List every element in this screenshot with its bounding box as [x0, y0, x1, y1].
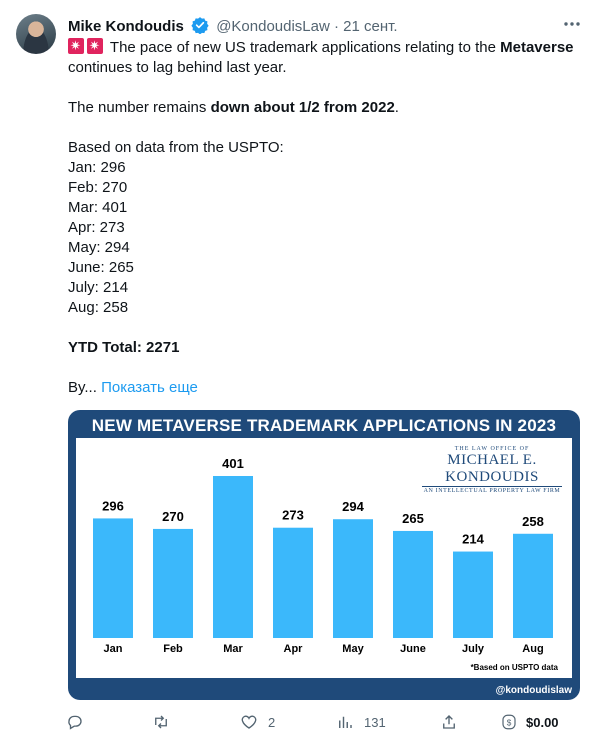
month-line: May: 294 — [68, 239, 130, 256]
month-line: Aug: 258 — [68, 299, 129, 316]
show-more-link[interactable]: Показать еще — [101, 379, 198, 396]
ytd-total: YTD Total: 2271 — [68, 339, 180, 356]
remains-end: . — [394, 99, 399, 116]
avatar[interactable] — [16, 14, 56, 54]
tweet-date[interactable]: 21 сент. — [343, 18, 398, 35]
media-image[interactable]: NEW METAVERSE TRADEMARK APPLICATIONS IN … — [68, 410, 580, 700]
bar-jan — [93, 518, 133, 638]
bar-chart: 296 Jan 270 Feb 401 Mar 273 Apr 294 May 265 June 214… — [93, 456, 553, 655]
law-office-logo: THE LAW OFFICE OF MICHAEL E. KONDOUDIS A… — [412, 446, 572, 494]
category-label: May — [342, 643, 364, 655]
intro-bold: Metaverse — [500, 39, 574, 56]
retweet-icon — [155, 715, 167, 729]
bar-july — [453, 551, 493, 638]
category-label: Apr — [284, 643, 304, 655]
category-label: Mar — [223, 643, 243, 655]
source-line: Based on data from the USPTO: — [68, 139, 284, 156]
svg-text:$: $ — [507, 718, 512, 727]
month-line: June: 265 — [68, 259, 134, 276]
category-label: July — [462, 643, 485, 655]
share-button[interactable] — [440, 708, 468, 736]
dollar-icon: $ — [502, 714, 516, 730]
logo-name-text: MICHAEL E. KONDOUDIS — [445, 452, 539, 485]
bar-apr — [273, 527, 313, 638]
tweet-header: Mike Kondoudis @KondoudisLaw · 21 сент. — [68, 16, 398, 37]
alert-emoji-icon — [68, 36, 84, 56]
reply-button[interactable] — [66, 708, 94, 736]
views-count: 131 — [364, 714, 386, 730]
month-line: July: 214 — [68, 279, 129, 296]
truncated-text: By... — [68, 379, 97, 396]
bar-value-label: 265 — [402, 511, 424, 526]
bar-aug — [513, 533, 553, 638]
card-handle: @kondoudislaw — [495, 685, 572, 696]
intro-end: continues to lag behind last year. — [68, 59, 287, 76]
like-count: 2 — [268, 714, 276, 730]
bar-value-label: 214 — [462, 532, 484, 547]
like-button[interactable]: 2 — [240, 708, 275, 736]
action-bar: 2 131 $ $0.00 — [0, 708, 598, 736]
tip-amount: $0.00 — [526, 714, 559, 730]
logo-tagline-text: AN INTELLECTUAL PROPERTY LAW FIRM — [422, 486, 562, 494]
bar-feb — [153, 528, 193, 638]
reply-icon — [68, 715, 82, 730]
month-line: Apr: 273 — [68, 219, 125, 236]
views-chart-icon — [339, 716, 352, 728]
tip-button[interactable]: $ $0.00 — [500, 708, 559, 736]
more-options-icon[interactable] — [562, 14, 582, 34]
logo-small-text: THE LAW OFFICE OF — [454, 446, 530, 452]
bar-value-label: 258 — [522, 514, 544, 529]
bar-mar — [213, 476, 253, 638]
bar-may — [333, 519, 373, 638]
category-label: Jan — [104, 643, 123, 655]
category-label: June — [400, 643, 426, 655]
share-icon — [443, 715, 455, 729]
category-label: Feb — [163, 643, 183, 655]
month-line: Feb: 270 — [68, 179, 128, 196]
bar-value-label: 294 — [342, 499, 364, 514]
separator-dot: · — [334, 18, 339, 35]
bar-value-label: 296 — [102, 498, 124, 513]
bar-value-label: 401 — [222, 456, 244, 471]
author-name[interactable]: Mike Kondoudis — [68, 18, 184, 35]
bar-value-label: 273 — [282, 508, 304, 523]
chart-footnote: *Based on USPTO data — [470, 663, 558, 672]
alert-emoji-icon — [87, 36, 103, 56]
bar-value-label: 270 — [162, 509, 184, 524]
tweet-text: The pace of new US trademark application… — [68, 36, 578, 398]
verified-badge-icon[interactable] — [191, 16, 209, 34]
chart-plot-area: 296 Jan 270 Feb 401 Mar 273 Apr 294 May 265 June 214… — [76, 438, 572, 678]
month-line: Mar: 401 — [68, 199, 128, 216]
retweet-button[interactable] — [152, 708, 180, 736]
author-handle[interactable]: @KondoudisLaw — [216, 18, 330, 35]
remains-text: The number remains — [68, 99, 207, 116]
month-line: Jan: 296 — [68, 159, 126, 176]
intro-text: The pace of new US trademark application… — [109, 39, 496, 56]
bar-june — [393, 530, 433, 638]
chart-title: NEW METAVERSE TRADEMARK APPLICATIONS IN … — [91, 416, 557, 435]
heart-icon — [241, 715, 257, 729]
views-button[interactable]: 131 — [336, 708, 386, 736]
remains-bold: down about 1/2 from 2022 — [210, 99, 395, 116]
category-label: Aug — [522, 643, 543, 655]
